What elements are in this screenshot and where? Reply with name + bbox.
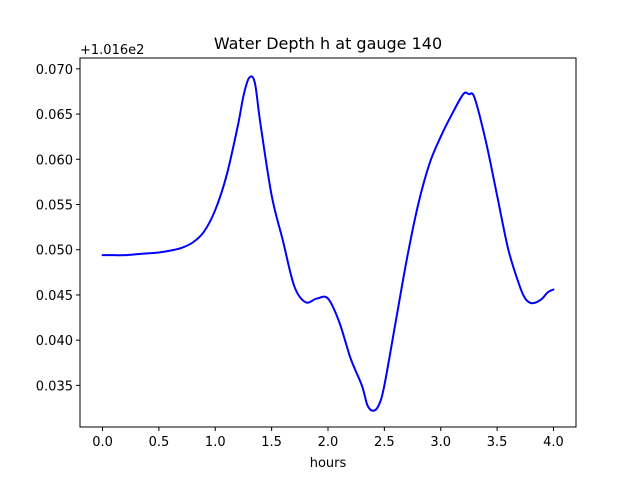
plot-frame bbox=[79, 57, 577, 428]
y-tick-label: 0.050 bbox=[36, 244, 73, 259]
x-tick-label: 3.0 bbox=[430, 435, 451, 450]
x-tick-label: 1.5 bbox=[261, 435, 282, 450]
y-tick-label: 0.045 bbox=[36, 289, 73, 304]
y-tick-label: 0.035 bbox=[36, 379, 73, 394]
chart-title: Water Depth h at gauge 140 bbox=[214, 34, 442, 53]
x-tick-label: 4.0 bbox=[543, 435, 564, 450]
plot-area bbox=[80, 58, 576, 427]
series-line bbox=[101, 75, 555, 412]
x-tick-label: 2.5 bbox=[374, 435, 395, 450]
x-tick-label: 2.0 bbox=[318, 435, 339, 450]
y-tick-label: 0.060 bbox=[36, 153, 73, 168]
y-tick-label: 0.070 bbox=[36, 63, 73, 78]
y-offset-label: +1.016e2 bbox=[80, 43, 144, 58]
y-axis-ticks: 0.035 0.040 0.045 0.050 0.055 0.060 0.065 0.070 bbox=[36, 63, 80, 394]
y-tick-label: 0.055 bbox=[36, 199, 73, 214]
y-tick-label: 0.065 bbox=[36, 108, 73, 123]
x-tick-label: 3.5 bbox=[487, 435, 508, 450]
x-tick-label: 0.0 bbox=[92, 435, 113, 450]
x-axis-ticks: 0.0 0.5 1.0 1.5 2.0 2.5 3.0 3.5 4.0 bbox=[92, 427, 564, 450]
x-tick-label: 0.5 bbox=[149, 435, 170, 450]
x-axis-label: hours bbox=[310, 456, 347, 471]
x-tick-label: 1.0 bbox=[205, 435, 226, 450]
y-tick-label: 0.040 bbox=[36, 334, 73, 349]
